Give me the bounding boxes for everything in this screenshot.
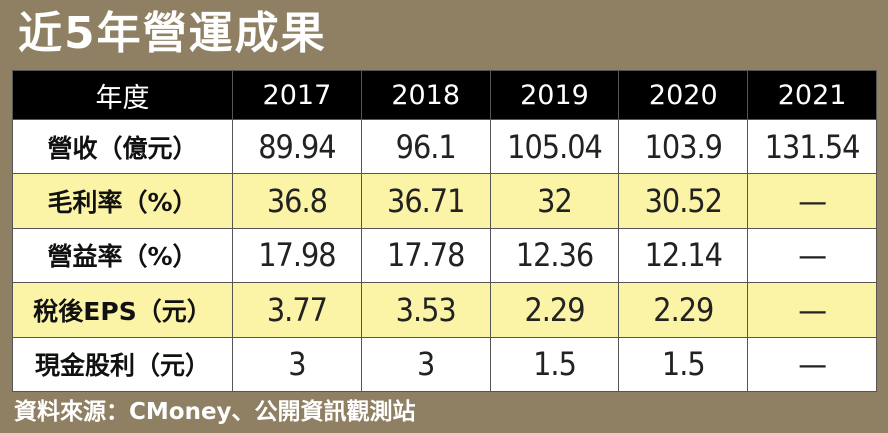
source-note: 資料來源：CMoney、公開資訊觀測站: [14, 399, 416, 425]
table-cell: —: [747, 173, 877, 229]
table-cell: 2.29: [618, 282, 749, 338]
table-cell: —: [747, 282, 877, 338]
table-cell: 3: [232, 336, 362, 393]
header-year: 2019: [489, 70, 620, 120]
table-cell: 36.71: [360, 173, 491, 229]
row-label: 稅後EPS（元）: [12, 282, 233, 338]
table-cell: 131.54: [747, 118, 877, 175]
table-cell: 17.98: [232, 227, 362, 284]
row-label: 營益率（%）: [12, 227, 233, 284]
table-cell: 2.29: [489, 282, 620, 338]
header-year: 2018: [360, 70, 491, 120]
table-row: 營收（億元） 89.94 96.1 105.04 103.9 131.54: [12, 118, 877, 175]
table-cell: 1.5: [489, 336, 620, 393]
table-row: 營益率（%） 17.98 17.78 12.36 12.14—: [12, 227, 877, 284]
table-cell: —: [747, 336, 877, 393]
header-year-label: 年度: [12, 70, 233, 120]
table-cell: 36.8: [232, 173, 362, 229]
table-cell: 12.14: [618, 227, 749, 284]
table-cell: 96.1: [360, 118, 491, 175]
table-cell: —: [747, 227, 877, 284]
row-label: 營收（億元）: [12, 118, 233, 175]
header-year: 2017: [232, 70, 362, 120]
header-row: 年度 2017 2018 2019 2020 2021: [12, 70, 877, 120]
table-row: 稅後EPS（元） 3.77 3.53 2.29 2.29—: [12, 282, 877, 338]
row-label: 現金股利（元）: [12, 336, 233, 393]
table-cell: 105.04: [489, 118, 620, 175]
table-row: 現金股利（元） 3 3 1.5 1.5—: [12, 336, 877, 393]
page-title: 近5年營運成果: [18, 8, 327, 59]
table-row: 毛利率（%） 36.8 36.71 32 30.52—: [12, 173, 877, 229]
table-cell: 89.94: [232, 118, 362, 175]
table-cell: 32: [489, 173, 620, 229]
table-cell: 3.53: [360, 282, 491, 338]
table-cell: 103.9: [618, 118, 749, 175]
table-cell: 3.77: [232, 282, 362, 338]
table-cell: 30.52: [618, 173, 749, 229]
header-year: 2021: [747, 70, 877, 120]
table-cell: 12.36: [489, 227, 620, 284]
table-cell: 1.5: [618, 336, 749, 393]
table-cell: 3: [360, 336, 491, 393]
header-year: 2020: [618, 70, 749, 120]
results-table: 年度 2017 2018 2019 2020 2021 營收（億元） 89.94 9…: [12, 70, 877, 393]
row-label: 毛利率（%）: [12, 173, 233, 229]
table-cell: 17.78: [360, 227, 491, 284]
